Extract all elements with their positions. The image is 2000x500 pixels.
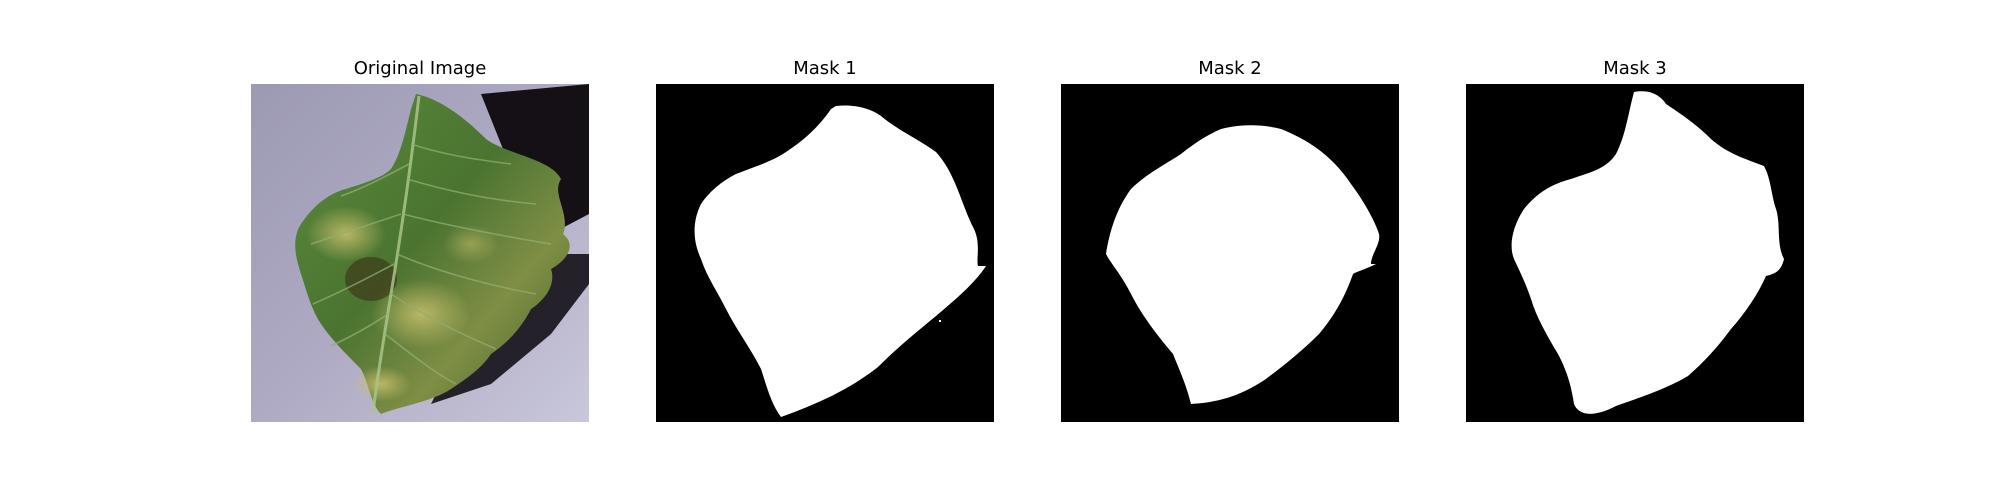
panel-mask-1: Mask 1 xyxy=(656,58,994,424)
mask-2 xyxy=(1061,84,1399,422)
panel-title: Mask 3 xyxy=(1603,58,1667,79)
panel-mask-2: Mask 2 xyxy=(1061,58,1399,424)
mask-3 xyxy=(1466,84,1804,422)
mask-image-3 xyxy=(1466,84,1804,422)
original-image xyxy=(251,84,589,422)
panel-title: Mask 1 xyxy=(793,58,857,79)
panel-title: Mask 2 xyxy=(1198,58,1262,79)
mask-image-2 xyxy=(1061,84,1399,422)
panel-title: Original Image xyxy=(353,58,487,79)
panel-original-image: Original Image xyxy=(251,58,589,424)
mask-1 xyxy=(656,84,994,422)
mask-image-1 xyxy=(656,84,994,422)
panel-mask-3: Mask 3 xyxy=(1466,58,1804,424)
leaf-photo xyxy=(251,84,589,422)
